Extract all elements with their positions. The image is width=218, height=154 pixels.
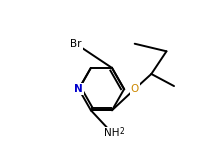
Text: 2: 2	[119, 127, 124, 136]
Text: Br: Br	[70, 39, 82, 49]
Text: N: N	[74, 84, 83, 94]
Text: NH: NH	[104, 128, 120, 138]
Text: O: O	[131, 84, 139, 94]
